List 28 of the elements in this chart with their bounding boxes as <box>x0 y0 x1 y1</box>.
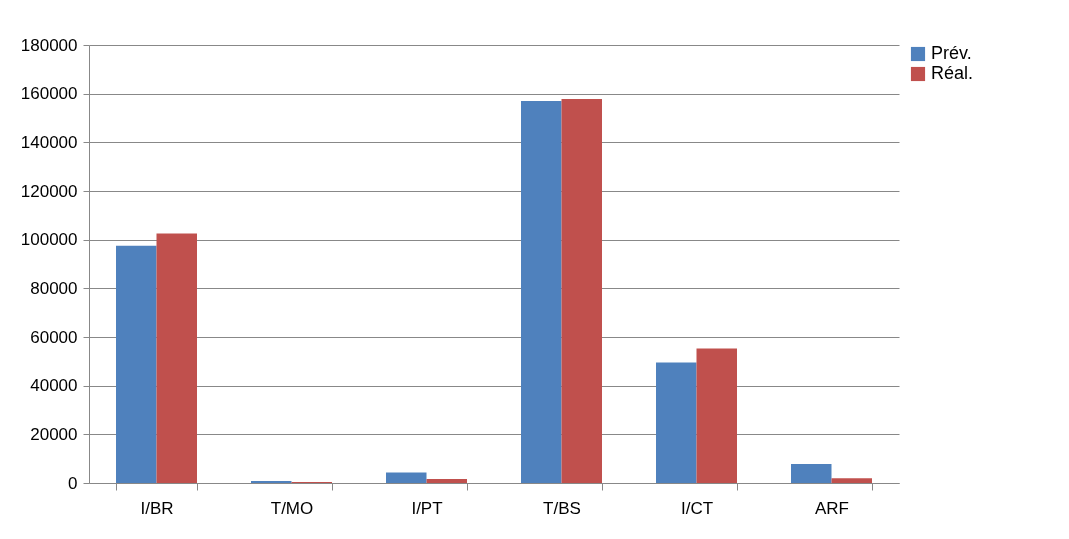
x-tick-label: I/PT <box>411 498 443 518</box>
bar <box>791 464 832 483</box>
y-tick-label: 40000 <box>30 376 78 396</box>
y-tick-label: 160000 <box>20 84 78 104</box>
bar <box>561 99 602 483</box>
bar <box>156 233 197 483</box>
x-tick-label: I/BR <box>140 498 174 518</box>
bar <box>386 472 427 483</box>
x-tick-label: ARF <box>815 498 849 518</box>
bar <box>426 479 467 483</box>
y-tick-label: 20000 <box>30 424 78 444</box>
bar <box>521 100 562 483</box>
y-tick-label: 120000 <box>20 181 78 201</box>
y-tick-label: 180000 <box>20 35 78 55</box>
x-tick-label: T/BS <box>543 498 581 518</box>
y-tick-label: 60000 <box>30 327 78 347</box>
legend-label: Réal. <box>931 63 974 83</box>
bar <box>656 362 697 483</box>
y-tick-label: 140000 <box>20 132 78 152</box>
bar <box>831 478 872 483</box>
y-tick-label: 0 <box>68 473 78 493</box>
x-tick-label: T/MO <box>270 498 314 518</box>
y-tick-label: 100000 <box>20 230 78 250</box>
legend-label: Prév. <box>931 43 972 63</box>
bar <box>116 245 157 483</box>
bar <box>696 348 737 483</box>
y-tick-label: 80000 <box>30 278 78 298</box>
x-tick-label: I/CT <box>680 498 714 518</box>
